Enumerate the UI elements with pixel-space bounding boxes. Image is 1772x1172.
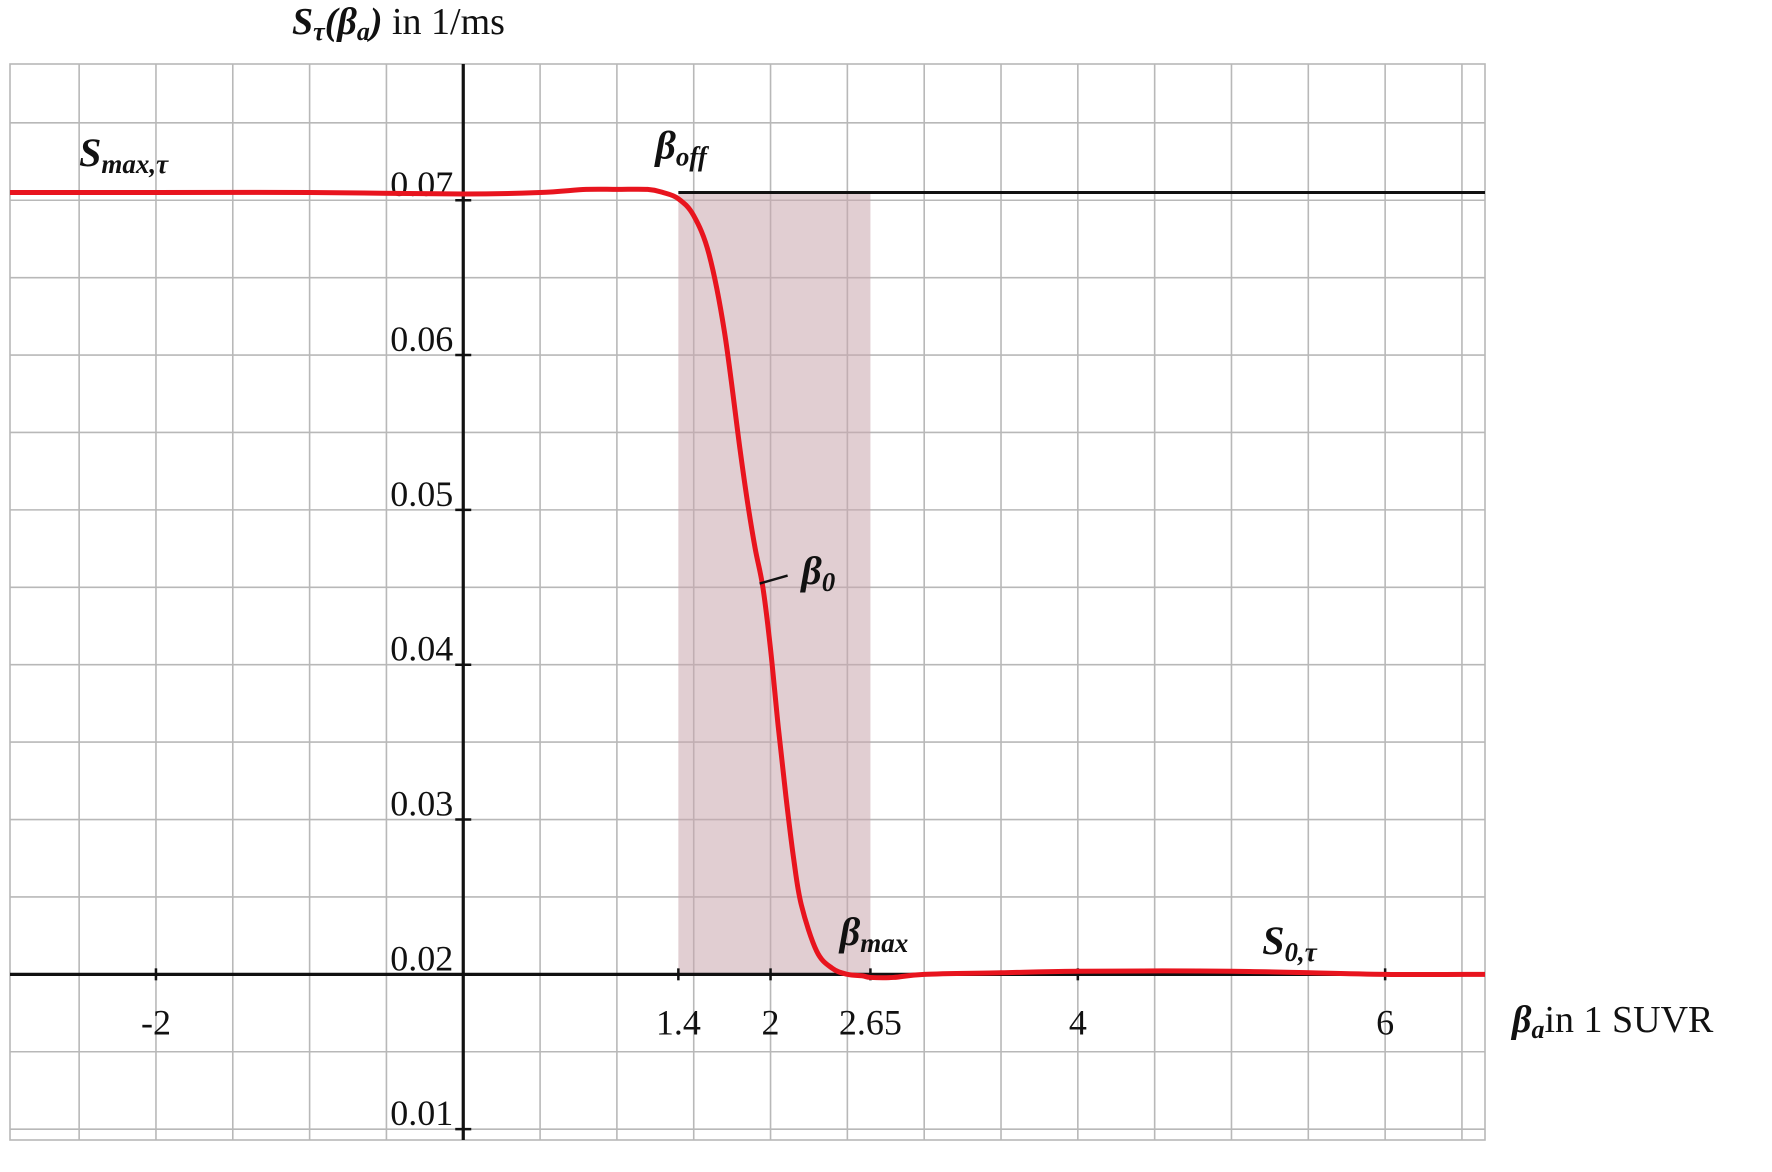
y-axis-title: Sτ(βa) in 1/ms: [292, 1, 505, 46]
annotation-sub: max: [860, 928, 908, 958]
y-title-close: ): [367, 1, 392, 43]
annotation-label: Smax,τ: [79, 130, 169, 179]
y-title-open: (: [325, 1, 340, 43]
annotation-label: S0,τ: [1262, 918, 1318, 967]
x-tick-label: -2: [141, 1002, 171, 1042]
y-tick-label: 0.02: [390, 938, 453, 978]
beta0-marker: [759, 574, 788, 585]
y-tick-label: 0.04: [390, 629, 453, 669]
annotation-sub: 0: [822, 567, 836, 597]
series-line: [10, 186, 1486, 981]
x-tick-label: 6: [1376, 1002, 1394, 1042]
y-title-arg-sub: a: [357, 17, 370, 46]
annotation-main: β: [838, 909, 861, 954]
annotation-label: βmax: [838, 909, 909, 958]
annotation-sub: off: [676, 141, 710, 171]
y-title-arg-main: β: [335, 1, 357, 43]
annotation-main: S: [1262, 918, 1284, 963]
x-title-main: β: [1510, 999, 1532, 1041]
x-tick-label: 1.4: [656, 1002, 701, 1042]
y-tick-label: 0.01: [390, 1093, 453, 1133]
y-tick-label: 0.05: [390, 474, 453, 514]
y-ticks: 0.02 0.03 0.04 0.05 0.06 0.07 0.01: [390, 164, 472, 1133]
y-title-main: S: [292, 1, 313, 43]
x-ticks: -2 1.4 2 2.65 4 6: [141, 968, 1394, 1042]
y-tick-label: 0.06: [390, 319, 453, 359]
x-tick-label: 4: [1069, 1002, 1087, 1042]
x-title-units: in 1 SUVR: [1544, 999, 1714, 1041]
x-title-sub: a: [1531, 1015, 1544, 1044]
annotation-label: βoff: [653, 122, 710, 171]
annotation-sub: 0,τ: [1284, 937, 1317, 967]
x-tick-label: 2: [762, 1002, 780, 1042]
annotation-main: β: [653, 122, 676, 167]
annotation-main: β: [799, 548, 822, 593]
annotation-main: S: [79, 130, 101, 175]
annotation-label: β0: [799, 548, 836, 597]
annotation-sub: max,τ: [101, 149, 169, 179]
y-title-sub: τ: [313, 17, 326, 46]
y-tick-label: 0.03: [390, 784, 453, 824]
y-tick-label: 0.07: [390, 164, 453, 204]
y-title-units: in 1/ms: [392, 1, 505, 43]
shaded-band: [678, 192, 871, 975]
x-tick-label: 2.65: [839, 1002, 902, 1042]
plot-frame: [9, 63, 1486, 1141]
x-axis-title: βain 1 SUVR: [1510, 999, 1714, 1044]
